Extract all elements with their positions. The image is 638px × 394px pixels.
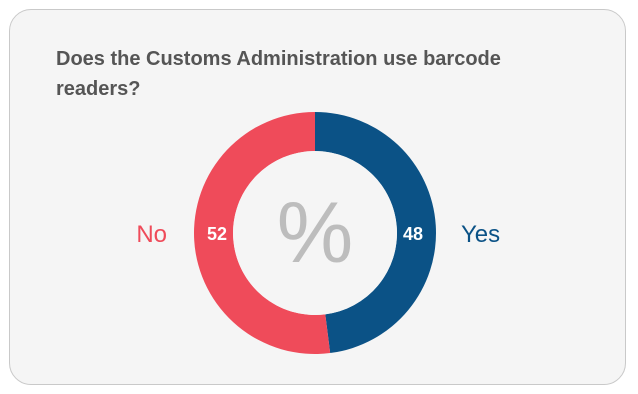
- value-label-yes: 48: [403, 224, 423, 244]
- center-percent-symbol: %: [277, 185, 353, 281]
- donut-chart: % 48 Yes 52 No: [136, 112, 500, 354]
- chart-title: Does the Customs Administration use barc…: [56, 48, 501, 100]
- donut-hole: [233, 151, 397, 315]
- chart-card: Does the Customs Administration use barc…: [9, 9, 626, 385]
- donut-slices: [193, 112, 436, 354]
- category-label-no: No: [136, 221, 167, 248]
- slice-labels: 48 Yes 52 No: [136, 221, 500, 248]
- slice-no: [193, 112, 331, 354]
- category-label-yes: Yes: [461, 221, 500, 248]
- slice-yes: [315, 112, 436, 354]
- value-label-no: 52: [207, 224, 227, 244]
